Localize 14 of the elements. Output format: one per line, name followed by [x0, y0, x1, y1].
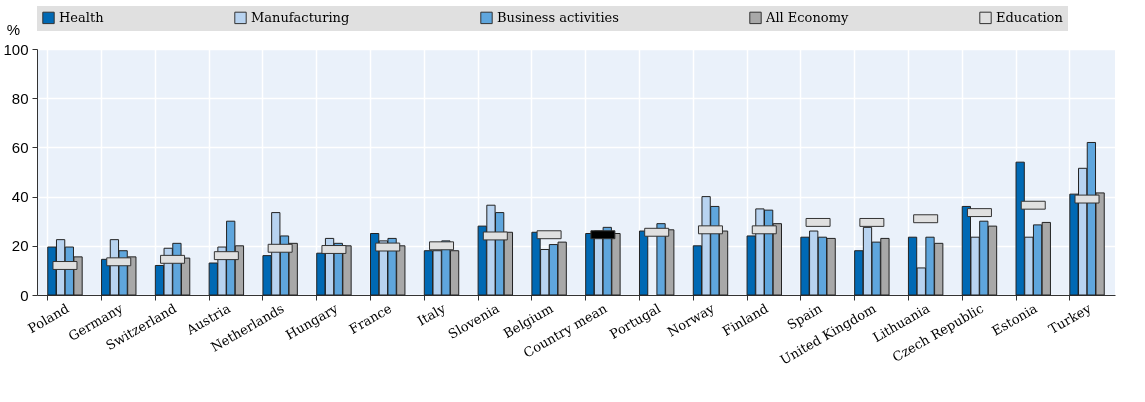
legend-label: All Economy: [765, 9, 849, 25]
y-tick-label: 100: [3, 40, 29, 58]
y-tick-label: 40: [11, 188, 29, 206]
bar: [638, 230, 649, 296]
y-tick-label: 80: [11, 89, 29, 107]
x-tick-label: Italy: [414, 300, 449, 329]
y-axis-title: %: [6, 20, 21, 38]
legend-label: Education: [996, 9, 1064, 25]
y-tick-label: 20: [11, 237, 29, 255]
y-tick-label: 0: [20, 286, 29, 304]
legend-label: Manufacturing: [251, 9, 350, 25]
y-tick-label: 60: [11, 138, 29, 156]
legend-label: Business activities: [497, 9, 619, 25]
legend-label: Health: [59, 9, 105, 25]
